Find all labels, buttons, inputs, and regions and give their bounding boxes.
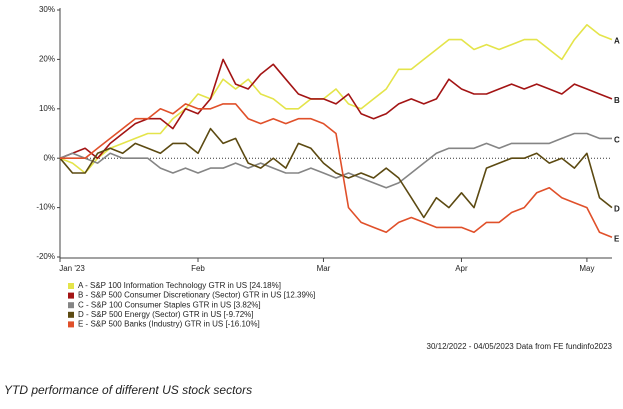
x-tick-label: May [579, 264, 594, 273]
legend-swatch [68, 283, 74, 289]
end-label: C [614, 136, 620, 145]
y-tick-label: 0% [43, 153, 55, 162]
y-tick-label: 20% [39, 55, 55, 64]
legend-label: E - S&P 500 Banks (Industry) GTR in US [… [78, 320, 260, 329]
legend-label: A - S&P 100 Information Technology GTR i… [78, 281, 281, 290]
y-tick-label: -10% [36, 203, 55, 212]
series-line [59, 132, 612, 189]
series-line [59, 58, 613, 159]
legend-label: B - S&P 500 Consumer Discretionary (Sect… [78, 291, 315, 300]
series-line [59, 24, 613, 174]
y-tick-label: 10% [39, 104, 55, 113]
footnote: 30/12/2022 - 04/05/2023 Data from FE fun… [427, 342, 613, 351]
legend-label: C - S&P 100 Consumer Staples GTR in US [… [78, 300, 261, 309]
end-label: B [614, 96, 620, 105]
legend-swatch [68, 311, 74, 318]
series-line [59, 127, 613, 219]
legend-swatch [68, 321, 74, 328]
series-line [60, 103, 613, 238]
end-label: A [614, 37, 620, 46]
y-tick-label: -20% [36, 252, 55, 261]
x-tick-label: Mar [317, 264, 331, 273]
y-tick-label: 30% [39, 5, 55, 14]
legend-swatch [68, 302, 74, 309]
legend-label: D - S&P 500 Energy (Sector) GTR in US [-… [78, 310, 253, 319]
end-label: E [614, 234, 620, 243]
x-tick-label: Jan '23 [59, 264, 85, 273]
x-tick-label: Feb [191, 264, 205, 273]
caption: YTD performance of different US stock se… [4, 383, 252, 397]
legend-swatch [68, 292, 74, 299]
x-tick-label: Apr [455, 264, 468, 273]
end-label: D [614, 205, 620, 214]
